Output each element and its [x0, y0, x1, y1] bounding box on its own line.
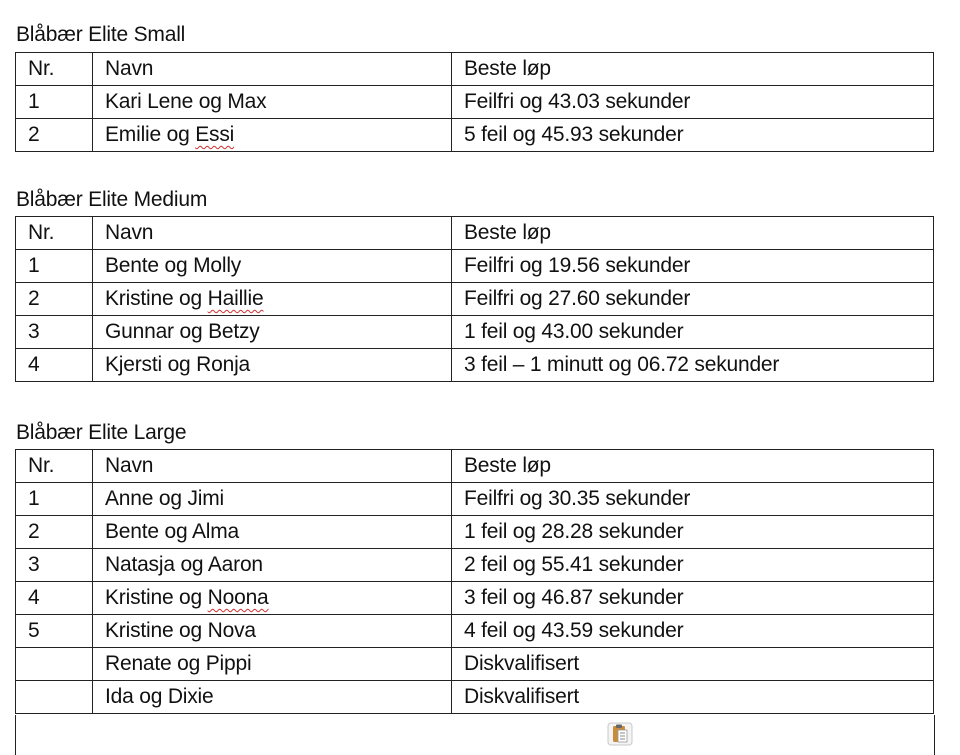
name-text: Gunnar og Betzy	[105, 320, 260, 343]
cell-nr[interactable]: 2	[15, 515, 93, 549]
table-row: 1 Kari Lene og Max Feilfri og 43.03 sekund…	[15, 85, 934, 119]
cell-nr[interactable]: 2	[15, 118, 93, 152]
section-title: Blåbær Elite Large	[16, 421, 187, 444]
cell-nr[interactable]: 2	[15, 282, 93, 316]
cell-nr[interactable]: 1	[15, 482, 93, 516]
name-text: Kristine og	[105, 287, 208, 310]
table-row: Renate og Pippi Diskvalifisert	[15, 647, 934, 681]
results-table: Nr. Navn Beste løp 1 Bente og Molly Feilfri o…	[15, 216, 934, 382]
header-name: Navn	[92, 52, 452, 86]
table-row: 1 Bente og Molly Feilfri og 19.56 sekunder	[15, 249, 934, 283]
header-result: Beste løp	[451, 52, 934, 86]
cell-nr[interactable]	[15, 647, 93, 681]
name-text: Kari Lene og Max	[105, 90, 267, 113]
cell-nr[interactable]: 1	[15, 249, 93, 283]
table-row: 3 Gunnar og Betzy 1 feil og 43.00 sekunder	[15, 315, 934, 349]
table-row: 2 Kristine og Haillie Feilfri og 27.60 sek…	[15, 282, 934, 316]
name-text: Renate og Pippi	[105, 652, 252, 675]
header-name: Navn	[92, 216, 452, 250]
empty-table-row[interactable]	[15, 715, 935, 755]
cell-result[interactable]: Diskvalifisert	[451, 647, 934, 681]
cell-nr[interactable]: 1	[15, 85, 93, 119]
name-text: Ida og Dixie	[105, 685, 214, 708]
cell-nr[interactable]	[15, 680, 93, 714]
cell-nr[interactable]: 3	[15, 548, 93, 582]
cell-result[interactable]: 1 feil og 28.28 sekunder	[451, 515, 934, 549]
table-header-row: Nr. Navn Beste løp	[15, 52, 934, 86]
cell-name[interactable]: Bente og Molly	[92, 249, 452, 283]
header-result: Beste løp	[451, 216, 934, 250]
spellcheck-flagged-word[interactable]: Noona	[207, 586, 269, 609]
table-row: 2 Bente og Alma 1 feil og 28.28 sekunder	[15, 515, 934, 549]
table-row: 4 Kjersti og Ronja 3 feil – 1 minutt og 06…	[15, 348, 934, 382]
cell-name[interactable]: Bente og Alma	[92, 515, 452, 549]
cell-name[interactable]: Kjersti og Ronja	[92, 348, 452, 382]
cell-name[interactable]: Kristine og Noona	[92, 581, 452, 615]
name-text: Kristine og Nova	[105, 619, 256, 642]
cell-nr[interactable]: 4	[15, 581, 93, 615]
table-header-row: Nr. Navn Beste løp	[15, 449, 934, 483]
table-row: 3 Natasja og Aaron 2 feil og 55.41 sekunde…	[15, 548, 934, 582]
name-text: Bente og Alma	[105, 520, 239, 543]
name-text: Emilie og	[105, 123, 196, 146]
header-result: Beste løp	[451, 449, 934, 483]
cell-name[interactable]: Renate og Pippi	[92, 647, 452, 681]
cell-result[interactable]: Feilfri og 27.60 sekunder	[451, 282, 934, 316]
section-title: Blåbær Elite Small	[16, 23, 186, 46]
name-text: Natasja og Aaron	[105, 553, 263, 576]
name-text: Kjersti og Ronja	[105, 353, 251, 376]
cell-nr[interactable]: 4	[15, 348, 93, 382]
cell-result[interactable]: Diskvalifisert	[451, 680, 934, 714]
cell-result[interactable]: Feilfri og 30.35 sekunder	[451, 482, 934, 516]
table-row: 5 Kristine og Nova 4 feil og 43.59 sekunde…	[15, 614, 934, 648]
spellcheck-flagged-word[interactable]: Haillie	[207, 287, 264, 310]
section-title: Blåbær Elite Medium	[16, 188, 208, 211]
header-name: Navn	[92, 449, 452, 483]
cell-nr[interactable]: 3	[15, 315, 93, 349]
table-row: 2 Emilie og Essi 5 feil og 45.93 sekunder	[15, 118, 934, 152]
header-nr: Nr.	[15, 449, 93, 483]
header-nr: Nr.	[15, 52, 93, 86]
cell-name[interactable]: Kristine og Haillie	[92, 282, 452, 316]
cell-result[interactable]: 4 feil og 43.59 sekunder	[451, 614, 934, 648]
cell-result[interactable]: 1 feil og 43.00 sekunder	[451, 315, 934, 349]
cell-name[interactable]: Gunnar og Betzy	[92, 315, 452, 349]
cell-result[interactable]: 2 feil og 55.41 sekunder	[451, 548, 934, 582]
table-header-row: Nr. Navn Beste løp	[15, 216, 934, 250]
cell-result[interactable]: Feilfri og 19.56 sekunder	[451, 249, 934, 283]
cell-result[interactable]: 5 feil og 45.93 sekunder	[451, 118, 934, 152]
cell-name[interactable]: Ida og Dixie	[92, 680, 452, 714]
clipboard-paste-options-icon[interactable]	[607, 722, 633, 746]
results-table: Nr. Navn Beste løp 1 Anne og Jimi Feilfri og …	[15, 449, 934, 714]
cell-name[interactable]: Kristine og Nova	[92, 614, 452, 648]
cell-name[interactable]: Kari Lene og Max	[92, 85, 452, 119]
cell-result[interactable]: 3 feil – 1 minutt og 06.72 sekunder	[451, 348, 934, 382]
cell-result[interactable]: 3 feil og 46.87 sekunder	[451, 581, 934, 615]
table-row: 1 Anne og Jimi Feilfri og 30.35 sekunder	[15, 482, 934, 516]
name-text: Anne og Jimi	[105, 487, 224, 510]
table-row: 4 Kristine og Noona 3 feil og 46.87 sekund…	[15, 581, 934, 615]
header-nr: Nr.	[15, 216, 93, 250]
cell-name[interactable]: Emilie og Essi	[92, 118, 452, 152]
results-table: Nr. Navn Beste løp 1 Kari Lene og Max Feilfri…	[15, 52, 934, 152]
cell-name[interactable]: Anne og Jimi	[92, 482, 452, 516]
spellcheck-flagged-word[interactable]: Essi	[195, 123, 235, 146]
cell-nr[interactable]: 5	[15, 614, 93, 648]
cell-result[interactable]: Feilfri og 43.03 sekunder	[451, 85, 934, 119]
table-row: Ida og Dixie Diskvalifisert	[15, 680, 934, 714]
name-text: Kristine og	[105, 586, 208, 609]
name-text: Bente og Molly	[105, 254, 242, 277]
cell-name[interactable]: Natasja og Aaron	[92, 548, 452, 582]
